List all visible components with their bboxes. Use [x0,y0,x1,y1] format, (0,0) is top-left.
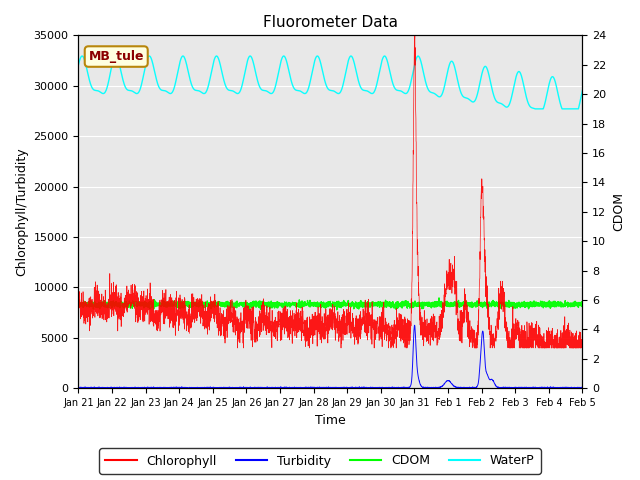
X-axis label: Time: Time [315,414,346,427]
Title: Fluorometer Data: Fluorometer Data [263,15,398,30]
Legend: Chlorophyll, Turbidity, CDOM, WaterP: Chlorophyll, Turbidity, CDOM, WaterP [99,448,541,474]
Text: MB_tule: MB_tule [88,50,144,63]
Y-axis label: Chlorophyll/Turbidity: Chlorophyll/Turbidity [15,147,28,276]
Y-axis label: CDOM: CDOM [612,192,625,231]
